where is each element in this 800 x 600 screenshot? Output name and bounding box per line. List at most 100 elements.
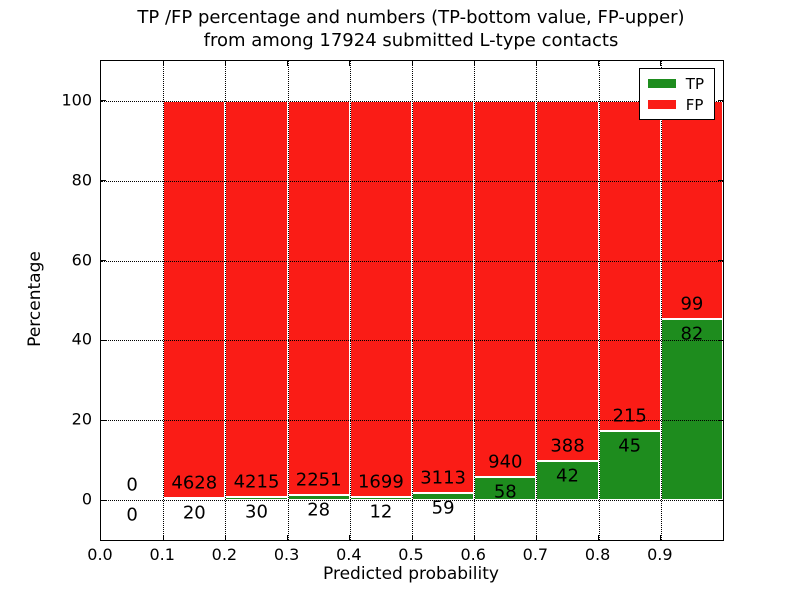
fp-count-label: 388 xyxy=(550,435,585,457)
x-tick-label: 0.4 xyxy=(336,545,362,564)
x-tick-label: 0.2 xyxy=(211,545,238,564)
x-tick xyxy=(411,61,413,66)
x-gridline xyxy=(536,61,538,540)
legend: TP FP xyxy=(638,68,715,120)
y-tick xyxy=(718,339,723,341)
y-gridline xyxy=(101,340,723,342)
legend-item-fp: FP xyxy=(647,94,704,115)
x-tick-label: 0.3 xyxy=(273,545,300,564)
y-tick xyxy=(718,499,723,501)
legend-item-tp: TP xyxy=(647,73,704,94)
y-tick xyxy=(718,100,723,102)
x-tick xyxy=(411,535,413,540)
x-tick xyxy=(162,61,164,66)
chart-title-line-2: from among 17924 submitted L-type contac… xyxy=(203,30,619,51)
x-gridline xyxy=(412,61,413,540)
tp-bar-segment xyxy=(536,461,599,501)
x-tick-label: 0.0 xyxy=(87,545,113,564)
x-gridline xyxy=(598,61,600,540)
fp-count-label: 4215 xyxy=(233,471,280,493)
x-tick xyxy=(162,535,164,540)
fp-bar-segment xyxy=(349,100,412,498)
fp-count-label: 2251 xyxy=(295,469,342,491)
x-tick xyxy=(598,535,600,540)
tp-count-label: 45 xyxy=(618,435,642,457)
fp-bar-segment xyxy=(474,100,537,477)
tp-count-label: 20 xyxy=(182,502,206,524)
fp-count-label: 4628 xyxy=(171,472,218,494)
fp-bar-segment xyxy=(536,100,599,462)
y-gridline xyxy=(101,260,723,262)
x-tick-label: 0.6 xyxy=(460,545,486,564)
x-tick-label: 0.1 xyxy=(149,545,175,564)
x-tick-label: 0.5 xyxy=(398,545,424,564)
fp-count-label: 940 xyxy=(488,451,523,473)
tp-count-label: 58 xyxy=(493,481,517,503)
y-tick xyxy=(101,100,106,102)
fp-bar-segment xyxy=(287,100,350,496)
y-tick-label: 0 xyxy=(81,489,92,509)
x-gridline xyxy=(287,61,289,540)
plot-area: TP FP 0 0 4628 20 4215 30 2251 28 1699 12 3113 59 940… xyxy=(100,60,724,541)
x-gridline xyxy=(660,61,662,540)
y-gridline xyxy=(101,500,723,502)
fp-count-label: 1699 xyxy=(357,471,404,493)
y-gridline xyxy=(101,420,723,422)
fp-count-label: 0 xyxy=(126,474,138,496)
fp-count-label: 3113 xyxy=(420,467,466,489)
y-tick-label: 40 xyxy=(71,329,92,349)
y-tick-label: 20 xyxy=(71,409,92,429)
fp-bar-segment xyxy=(660,100,723,320)
x-gridline xyxy=(349,61,351,540)
fp-count-label: 99 xyxy=(680,293,704,315)
x-tick xyxy=(473,61,475,66)
tp-count-label: 42 xyxy=(556,465,579,487)
x-gridline xyxy=(474,61,476,540)
x-tick-label: 0.8 xyxy=(584,545,611,564)
y-tick xyxy=(101,260,106,262)
tp-count-label: 59 xyxy=(431,497,455,519)
tp-count-label: 82 xyxy=(680,323,704,345)
x-tick xyxy=(660,535,662,540)
y-tick-label: 60 xyxy=(71,250,92,270)
chart-title: TP /FP percentage and numbers (TP-bottom… xyxy=(100,6,722,52)
y-tick xyxy=(718,180,723,182)
legend-label: FP xyxy=(685,95,704,114)
x-tick xyxy=(535,535,537,540)
x-tick xyxy=(349,535,351,540)
y-tick xyxy=(101,180,106,182)
legend-label: TP xyxy=(685,74,704,93)
tp-count-label: 30 xyxy=(245,501,268,523)
x-tick-label: 0.7 xyxy=(522,545,549,564)
legend-swatch-tp xyxy=(647,79,676,88)
y-tick-label: 80 xyxy=(71,170,92,190)
fp-bar-segment xyxy=(412,100,475,493)
fp-bar-segment xyxy=(225,100,288,498)
tp-count-label: 12 xyxy=(369,501,393,523)
y-gridline xyxy=(101,100,723,102)
x-tick xyxy=(349,61,351,66)
tp-bar-segment xyxy=(660,319,723,501)
y-tick xyxy=(718,419,723,421)
x-tick xyxy=(224,535,226,540)
y-gridline xyxy=(101,180,723,182)
fp-bar-segment xyxy=(598,100,661,431)
tp-count-label: 28 xyxy=(307,499,331,521)
y-tick xyxy=(101,499,106,501)
x-axis-label: Predicted probability xyxy=(323,564,499,584)
fp-count-label: 215 xyxy=(612,405,647,427)
fp-bar-segment xyxy=(163,100,226,499)
y-tick xyxy=(718,260,723,262)
legend-swatch-fp xyxy=(647,100,676,109)
x-tick xyxy=(287,61,289,66)
chart-title-line-1: TP /FP percentage and numbers (TP-bottom… xyxy=(137,7,685,28)
x-gridline xyxy=(225,61,227,540)
x-tick xyxy=(660,61,662,66)
x-tick xyxy=(473,535,475,540)
y-tick xyxy=(101,419,106,421)
x-tick xyxy=(287,535,289,540)
x-tick xyxy=(598,61,600,66)
tp-count-label: 0 xyxy=(126,504,138,526)
x-tick-label: 0.9 xyxy=(647,545,673,564)
